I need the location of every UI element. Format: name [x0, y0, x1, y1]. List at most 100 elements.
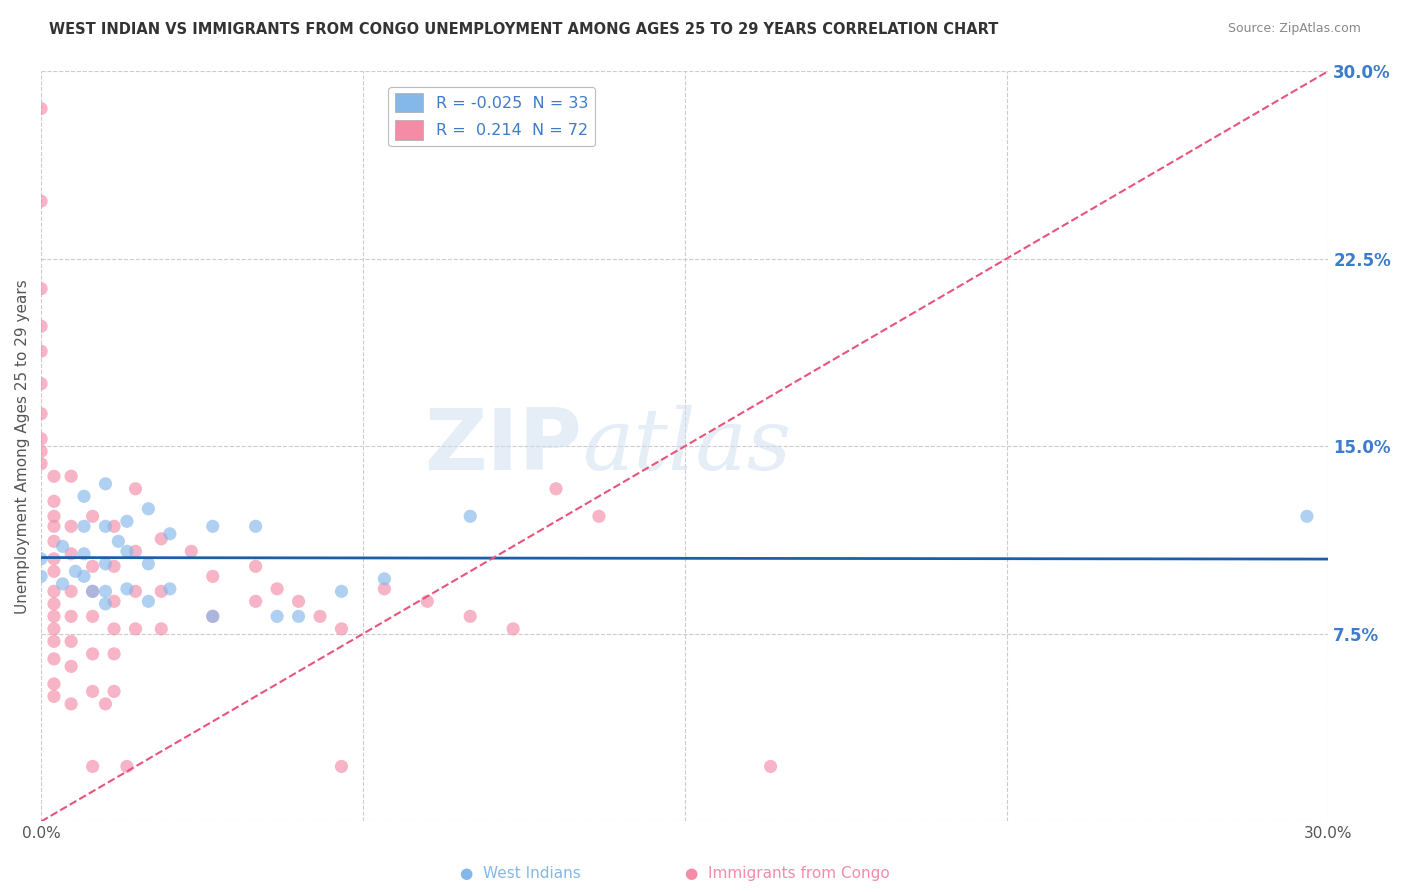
- Point: [103, 519, 125, 533]
- Point: [103, 684, 125, 698]
- Text: Source: ZipAtlas.com: Source: ZipAtlas.com: [1227, 22, 1361, 36]
- Point: [42, 469, 65, 483]
- Point: [82, 509, 104, 524]
- Point: [201, 609, 224, 624]
- Point: [287, 609, 309, 624]
- Text: ZIP: ZIP: [425, 405, 582, 488]
- Point: [245, 559, 267, 574]
- Point: [73, 489, 96, 503]
- Point: [42, 622, 65, 636]
- Point: [30, 344, 52, 359]
- Point: [82, 759, 104, 773]
- Point: [180, 544, 202, 558]
- Text: ●  West Indians: ● West Indians: [460, 866, 581, 881]
- Point: [42, 634, 65, 648]
- Point: [60, 609, 83, 624]
- Point: [30, 551, 52, 566]
- Point: [150, 532, 173, 546]
- Point: [42, 551, 65, 566]
- Point: [458, 609, 481, 624]
- Point: [30, 102, 52, 116]
- Point: [42, 494, 65, 508]
- Point: [51, 539, 73, 553]
- Point: [115, 544, 138, 558]
- Point: [60, 584, 83, 599]
- Point: [30, 569, 52, 583]
- Point: [94, 519, 117, 533]
- Point: [30, 407, 52, 421]
- Point: [42, 597, 65, 611]
- Point: [51, 577, 73, 591]
- Point: [30, 282, 52, 296]
- Point: [245, 594, 267, 608]
- Point: [82, 584, 104, 599]
- Point: [73, 547, 96, 561]
- Point: [82, 647, 104, 661]
- Point: [330, 622, 353, 636]
- Point: [42, 564, 65, 578]
- Point: [30, 194, 52, 208]
- Point: [30, 444, 52, 458]
- Point: [30, 319, 52, 334]
- Point: [94, 476, 117, 491]
- Point: [103, 647, 125, 661]
- Point: [82, 559, 104, 574]
- Point: [287, 594, 309, 608]
- Point: [103, 594, 125, 608]
- Point: [266, 609, 288, 624]
- Point: [458, 509, 481, 524]
- Point: [30, 432, 52, 446]
- Point: [201, 569, 224, 583]
- Point: [201, 609, 224, 624]
- Point: [42, 584, 65, 599]
- Y-axis label: Unemployment Among Ages 25 to 29 years: Unemployment Among Ages 25 to 29 years: [15, 279, 30, 614]
- Point: [138, 557, 160, 571]
- Point: [60, 469, 83, 483]
- Point: [60, 634, 83, 648]
- Point: [73, 519, 96, 533]
- Point: [1296, 509, 1319, 524]
- Point: [266, 582, 288, 596]
- Point: [115, 759, 138, 773]
- Point: [82, 584, 104, 599]
- Point: [124, 584, 146, 599]
- Point: [330, 759, 353, 773]
- Point: [42, 509, 65, 524]
- Legend: R = -0.025  N = 33, R =  0.214  N = 72: R = -0.025 N = 33, R = 0.214 N = 72: [388, 87, 595, 146]
- Point: [124, 544, 146, 558]
- Point: [107, 534, 129, 549]
- Point: [544, 482, 567, 496]
- Point: [201, 519, 224, 533]
- Point: [94, 697, 117, 711]
- Point: [588, 509, 610, 524]
- Text: atlas: atlas: [582, 405, 792, 488]
- Point: [42, 519, 65, 533]
- Point: [103, 622, 125, 636]
- Point: [60, 659, 83, 673]
- Point: [330, 584, 353, 599]
- Point: [138, 501, 160, 516]
- Point: [309, 609, 332, 624]
- Point: [94, 584, 117, 599]
- Text: WEST INDIAN VS IMMIGRANTS FROM CONGO UNEMPLOYMENT AMONG AGES 25 TO 29 YEARS CORR: WEST INDIAN VS IMMIGRANTS FROM CONGO UNE…: [49, 22, 998, 37]
- Point: [42, 690, 65, 704]
- Point: [245, 519, 267, 533]
- Point: [30, 457, 52, 471]
- Point: [82, 684, 104, 698]
- Point: [94, 557, 117, 571]
- Point: [373, 572, 395, 586]
- Point: [42, 652, 65, 666]
- Point: [60, 519, 83, 533]
- Point: [150, 584, 173, 599]
- Point: [82, 609, 104, 624]
- Point: [42, 677, 65, 691]
- Point: [373, 582, 395, 596]
- Text: ●  Immigrants from Congo: ● Immigrants from Congo: [685, 866, 890, 881]
- Point: [159, 582, 181, 596]
- Point: [115, 514, 138, 528]
- Point: [150, 622, 173, 636]
- Point: [65, 564, 87, 578]
- Point: [416, 594, 439, 608]
- Point: [73, 569, 96, 583]
- Point: [60, 697, 83, 711]
